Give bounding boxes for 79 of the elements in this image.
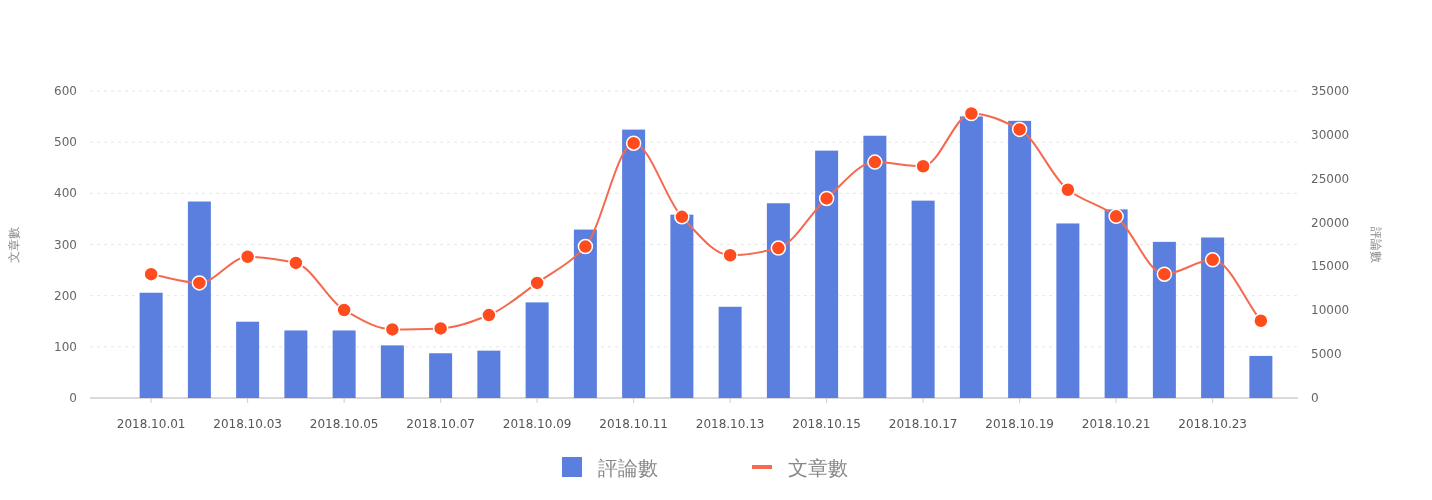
y-tick-label: 500 <box>54 135 77 150</box>
bar <box>284 330 308 398</box>
bar <box>766 203 790 398</box>
point <box>481 307 497 323</box>
point <box>336 302 352 318</box>
point <box>1108 208 1124 225</box>
y-tick-label: 0 <box>69 391 77 405</box>
x-tick-label: 2018.10.21 <box>1081 417 1151 431</box>
point <box>288 255 304 271</box>
y2-tick-label: 25000 <box>1311 171 1350 186</box>
x-tick-label: 2018.10.13 <box>695 417 765 431</box>
y2-tick-label: 20000 <box>1311 215 1350 230</box>
x-tick-label: 2018.10.17 <box>888 417 958 431</box>
point <box>577 238 594 255</box>
point <box>1060 182 1076 198</box>
x-tick-label: 2018.10.23 <box>1178 417 1247 431</box>
x-tick-label: 2018.10.19 <box>985 417 1054 431</box>
point <box>239 249 256 265</box>
y2-tick-label: 15000 <box>1311 259 1350 274</box>
point <box>915 158 931 174</box>
y-tick-label: 100 <box>54 339 77 354</box>
bar <box>670 214 694 398</box>
bar <box>1056 223 1080 398</box>
x-tick-label: 2018.10.03 <box>213 417 282 431</box>
point <box>1156 266 1173 282</box>
y2-tick-label: 10000 <box>1311 303 1350 318</box>
point <box>625 135 642 151</box>
point <box>674 209 690 225</box>
point <box>722 247 738 263</box>
bar <box>1249 355 1273 398</box>
point <box>1204 252 1221 268</box>
bar <box>622 129 646 398</box>
point <box>1253 312 1269 329</box>
y-tick-label: 200 <box>54 288 77 303</box>
bar <box>1008 120 1032 398</box>
bar <box>573 229 597 398</box>
y-tick-label: 400 <box>54 186 77 201</box>
bar <box>959 116 983 398</box>
bar <box>718 306 742 398</box>
y-tick-label: 600 <box>54 84 77 98</box>
bar <box>187 201 211 398</box>
bar <box>1152 241 1176 398</box>
bar <box>236 321 260 398</box>
point <box>867 154 883 170</box>
bar <box>332 330 356 398</box>
y-tick-label: 300 <box>54 237 77 252</box>
point <box>963 105 980 122</box>
y2-tick-label: 35000 <box>1311 84 1350 98</box>
x-tick-label: 2018.10.07 <box>406 417 475 431</box>
y2-tick-label: 30000 <box>1311 127 1350 142</box>
point <box>529 275 545 291</box>
y2-tick-label: 0 <box>1311 391 1319 405</box>
x-tick-label: 2018.10.09 <box>502 417 572 431</box>
point <box>770 240 787 256</box>
bar <box>139 292 163 398</box>
bar <box>477 350 501 398</box>
bar <box>815 150 839 398</box>
y-axis-title: 文章數 <box>7 226 21 263</box>
bar <box>380 345 404 398</box>
point <box>384 321 401 338</box>
y2-axis-title: 評論數 <box>1369 226 1383 263</box>
x-tick-label: 2018.10.05 <box>309 417 379 431</box>
x-tick-label: 2018.10.11 <box>599 417 668 431</box>
bar <box>1104 209 1128 398</box>
point <box>191 275 208 291</box>
point <box>818 190 835 207</box>
bar <box>1201 237 1225 398</box>
y2-tick-label: 5000 <box>1311 347 1342 362</box>
point <box>432 320 449 337</box>
legend-label: 文章數 <box>788 456 848 480</box>
bar <box>525 302 549 398</box>
bar <box>911 200 935 398</box>
bar <box>429 353 453 398</box>
point <box>143 266 159 282</box>
bar <box>863 135 887 398</box>
x-tick-label: 2018.10.01 <box>116 417 186 431</box>
point <box>1011 121 1028 138</box>
legend-label: 評論數 <box>598 456 658 480</box>
x-tick-label: 2018.10.15 <box>792 417 861 431</box>
